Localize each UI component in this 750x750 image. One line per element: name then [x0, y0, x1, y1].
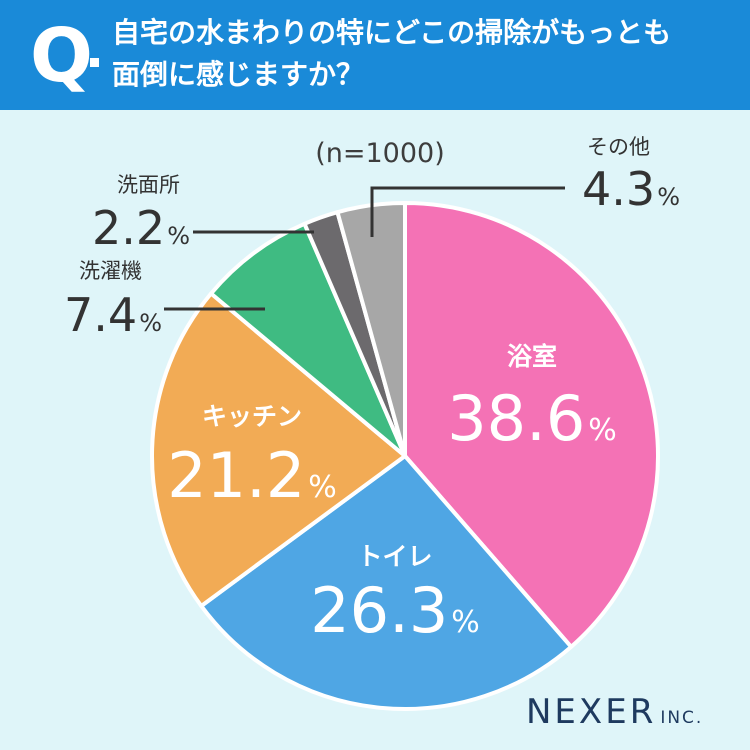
slice-washing-machine — [209, 221, 407, 458]
slice-kitchen — [150, 291, 407, 608]
q-mark: Q — [30, 13, 93, 99]
slice-toilet — [199, 454, 574, 711]
value-toilet: 26.3% — [310, 574, 480, 647]
label-washing-machine: 洗濯機 — [79, 259, 142, 283]
label-kitchen: キッチン — [202, 402, 302, 431]
label-toilet: トイレ — [357, 542, 432, 571]
question-line-2: 面倒に感じますか？ — [112, 58, 365, 91]
brand-suffix: INC. — [660, 708, 704, 728]
label-washroom: 洗面所 — [117, 173, 180, 197]
brand-name: NEXER — [526, 692, 657, 732]
label-other: その他 — [587, 135, 650, 159]
value-other: 4.3% — [582, 162, 680, 216]
value-washing-machine: 7.4% — [64, 288, 162, 342]
question-line-1: 自宅の水まわりの特にどこの掃除がもっとも — [112, 16, 672, 49]
label-bathroom: 浴室 — [507, 342, 557, 371]
brand-logo: NEXER INC. — [526, 692, 703, 738]
sample-size-note: (n=1000) — [315, 138, 445, 169]
question-text: 自宅の水まわりの特にどこの掃除がもっとも 面倒に感じますか？ — [112, 12, 732, 96]
value-kitchen: 21.2% — [167, 439, 337, 512]
q-dot — [90, 58, 99, 67]
question-header: Q 自宅の水まわりの特にどこの掃除がもっとも 面倒に感じますか？ — [0, 0, 750, 110]
leader-line-other — [370, 186, 565, 237]
value-bathroom: 38.6% — [447, 382, 617, 455]
value-washroom: 2.2% — [92, 201, 190, 255]
slice-bathroom — [403, 201, 660, 649]
